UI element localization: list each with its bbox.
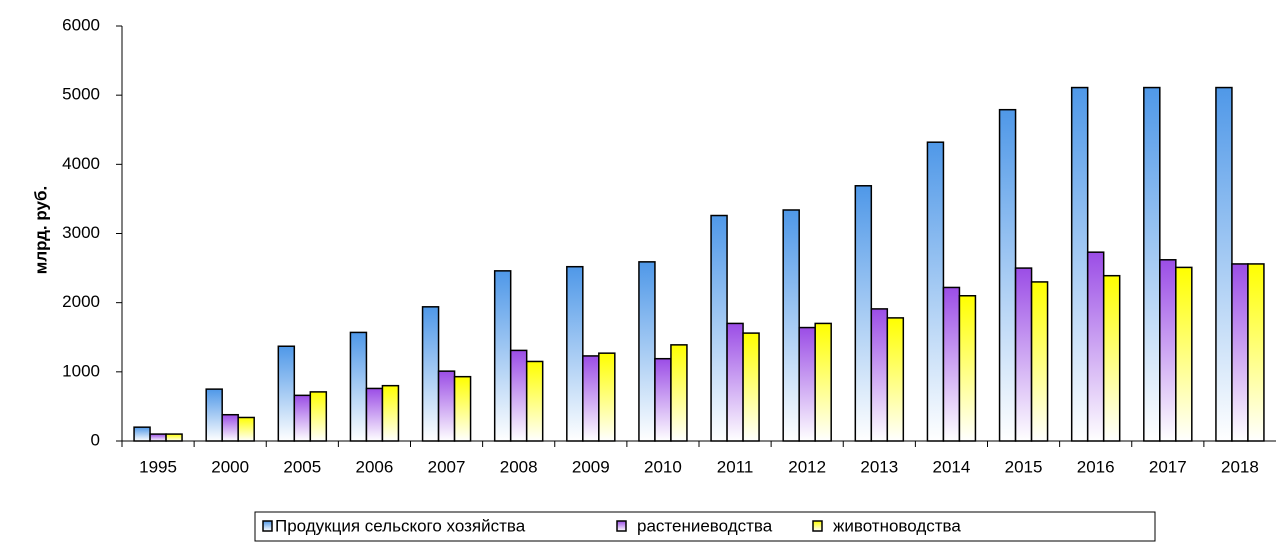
bar xyxy=(582,355,600,442)
x-tick-label: 2009 xyxy=(572,457,610,476)
bar xyxy=(365,387,384,442)
bar xyxy=(133,426,151,442)
x-tick-label: 2007 xyxy=(428,457,466,476)
legend-label: животноводства xyxy=(833,516,961,535)
bar xyxy=(205,388,223,442)
bar xyxy=(1030,281,1049,442)
x-tick-label: 2013 xyxy=(860,457,898,476)
x-tick-label: 2010 xyxy=(644,457,682,476)
bar xyxy=(165,433,183,442)
bar xyxy=(854,185,873,442)
bar xyxy=(654,357,672,442)
bar xyxy=(1231,263,1249,442)
bar xyxy=(782,209,800,442)
x-tick-label: 2016 xyxy=(1077,457,1115,476)
legend-swatch xyxy=(812,520,823,532)
x-tick-label: 2000 xyxy=(211,457,249,476)
x-tick-label: 2014 xyxy=(933,457,971,476)
bar xyxy=(309,391,328,442)
bar xyxy=(293,394,312,442)
y-tick-label: 5000 xyxy=(62,85,100,104)
bar xyxy=(525,360,544,442)
legend-swatch xyxy=(616,520,627,532)
bar xyxy=(598,352,616,442)
x-tick-label: 2011 xyxy=(717,457,754,476)
bar xyxy=(1086,251,1105,442)
bar xyxy=(277,345,296,442)
bar xyxy=(437,370,456,442)
bar xyxy=(886,317,905,442)
bar xyxy=(942,286,961,442)
bar xyxy=(814,322,832,442)
bar xyxy=(509,349,528,442)
y-tick-label: 0 xyxy=(91,430,100,449)
bar xyxy=(1102,274,1121,442)
bar xyxy=(421,306,440,442)
bar xyxy=(493,270,512,442)
bar xyxy=(998,108,1017,442)
y-tick-label: 6000 xyxy=(62,15,100,34)
y-axis-label: млрд. руб. xyxy=(31,186,50,274)
x-tick-label: 2012 xyxy=(788,457,826,476)
y-tick-label: 1000 xyxy=(62,361,100,380)
bar xyxy=(1014,267,1033,442)
bar xyxy=(670,344,688,442)
bar xyxy=(742,332,760,442)
bar xyxy=(638,261,656,442)
bar xyxy=(710,214,728,442)
bar xyxy=(349,331,368,442)
legend-label: растениеводства xyxy=(637,516,773,535)
legend-label: Продукция сельского хозяйства xyxy=(275,516,526,535)
bar xyxy=(798,326,816,442)
legend-box xyxy=(254,511,1156,542)
bar xyxy=(926,141,945,442)
bar xyxy=(221,413,239,442)
x-tick-label: 2017 xyxy=(1149,457,1187,476)
y-tick-label: 2000 xyxy=(62,292,100,311)
bar xyxy=(1159,259,1177,442)
y-tick-label: 4000 xyxy=(62,154,100,173)
bar xyxy=(958,295,977,442)
bar xyxy=(1175,266,1193,442)
y-tick-label: 3000 xyxy=(62,223,100,242)
x-tick-label: 1995 xyxy=(139,457,177,476)
bar xyxy=(149,433,167,442)
bar xyxy=(726,322,744,442)
legend-swatch xyxy=(262,520,273,532)
x-tick-label: 2005 xyxy=(283,457,321,476)
x-tick-label: 2006 xyxy=(356,457,394,476)
x-tick-label: 2008 xyxy=(500,457,538,476)
bar xyxy=(453,375,472,442)
bar xyxy=(381,384,400,442)
x-tick-label: 2018 xyxy=(1221,457,1259,476)
bar xyxy=(1247,263,1265,442)
bar xyxy=(566,265,584,442)
bar xyxy=(870,308,889,442)
bar xyxy=(1070,86,1089,442)
bar xyxy=(1143,86,1161,442)
bar xyxy=(237,416,255,442)
bar xyxy=(1215,86,1233,442)
x-tick-label: 2015 xyxy=(1005,457,1043,476)
